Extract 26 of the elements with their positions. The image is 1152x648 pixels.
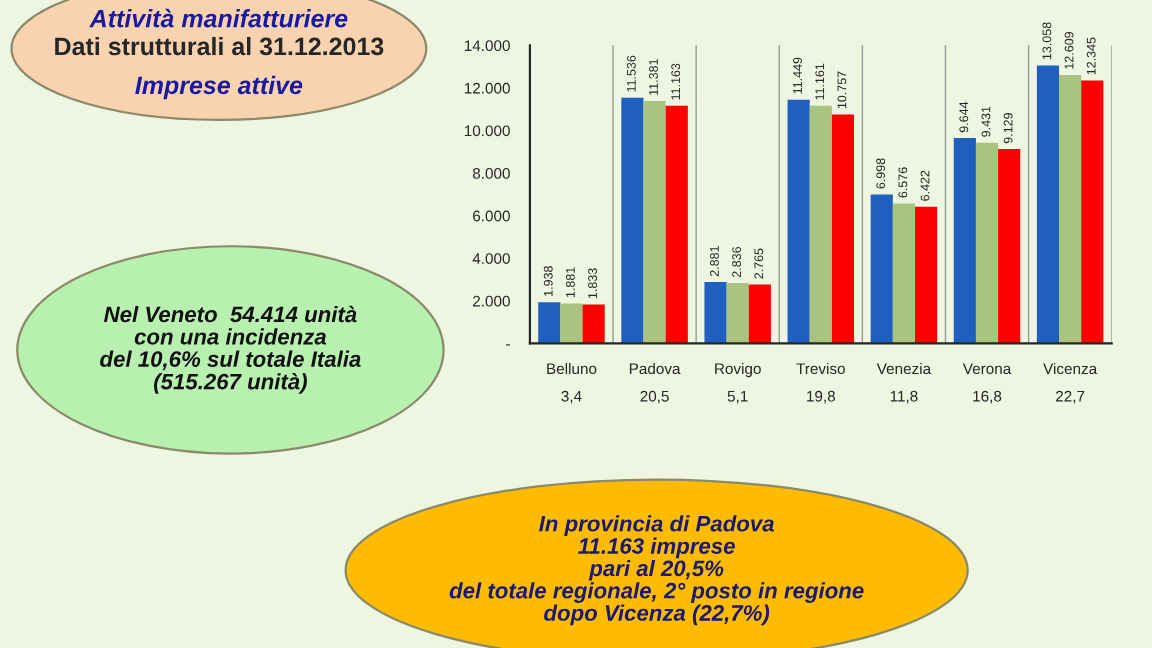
bar xyxy=(560,303,583,344)
bar xyxy=(914,206,938,344)
bar xyxy=(809,105,832,344)
bar xyxy=(870,194,893,344)
bar xyxy=(748,284,771,344)
bar xyxy=(1036,65,1060,344)
bar xyxy=(1081,80,1104,344)
text: In provincia di Padova 11.163 imprese pari al 20,5% del totale regionale, 2° posto in regione dopo Vicenza (22,7%) xyxy=(449,515,864,626)
bar xyxy=(892,203,915,344)
bar xyxy=(582,304,605,344)
bar xyxy=(831,114,855,344)
bar xyxy=(953,138,976,344)
text: Imprese attive xyxy=(135,75,303,100)
bar xyxy=(787,99,810,344)
bar xyxy=(975,142,999,344)
text: Attività manifatturiere xyxy=(89,8,348,28)
bar xyxy=(538,302,561,344)
text: Nel Veneto 54.414 unità con una incidenza del 10,6% sul totale Italia (515.267 unità) xyxy=(100,305,361,394)
bar xyxy=(704,282,727,344)
bar xyxy=(1059,74,1082,344)
bar xyxy=(726,283,749,344)
bar xyxy=(998,149,1021,344)
bar xyxy=(665,105,688,344)
text: Dati strutturali al 31.12.2013 xyxy=(55,36,384,56)
bar xyxy=(621,97,644,344)
bar xyxy=(643,101,666,344)
